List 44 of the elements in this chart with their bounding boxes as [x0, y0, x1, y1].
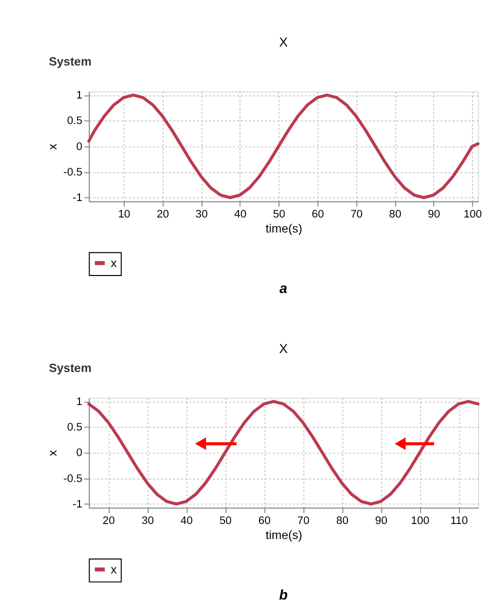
y-tick-label: 1	[76, 396, 82, 408]
y-axis-title: x	[45, 144, 60, 150]
line-series	[87, 400, 480, 506]
x-tick-label: 10	[118, 208, 130, 221]
y-tick-label: -1	[72, 192, 82, 204]
y-tick-label: -0.5	[63, 166, 82, 178]
chart-title: X	[279, 340, 288, 356]
x-axis-title: time(s)	[266, 222, 302, 236]
legend-label: x	[110, 256, 117, 270]
x-tick-label: 90	[375, 515, 388, 528]
y-tick-label: 0.5	[67, 115, 82, 128]
x-tick-label: 30	[196, 208, 208, 221]
x-tick-label: 90	[428, 208, 440, 221]
x-tick-label: 20	[102, 515, 115, 528]
x-tick-label: 110	[450, 515, 468, 528]
x-tick-label: 40	[180, 515, 193, 528]
x-tick-label: 20	[156, 208, 170, 221]
x-tick-label: 70	[350, 208, 363, 221]
x-tick-label: 50	[272, 208, 286, 221]
y-tick-label: -1	[72, 498, 82, 510]
y-tick-label: 1	[76, 90, 82, 102]
text: System	[48, 54, 92, 68]
text: a	[280, 280, 288, 296]
x-tick-label: 80	[336, 515, 348, 528]
line-series	[87, 94, 480, 200]
x-tick-label: 60	[258, 515, 271, 528]
x-tick-label: 50	[219, 515, 232, 528]
chart-title: X	[279, 34, 288, 50]
x-tick-label: 60	[312, 208, 324, 221]
y-tick-label: 0.5	[67, 422, 82, 434]
y-axis-title: x	[45, 450, 60, 456]
x-tick-label: 30	[142, 515, 154, 528]
legend-label: x	[110, 562, 117, 576]
x-axis-title: time(s)	[266, 528, 302, 542]
y-tick-label: 0	[76, 140, 82, 153]
x-tick-label: 100	[464, 208, 482, 221]
x-tick-label: 80	[389, 208, 402, 221]
text: System	[48, 360, 92, 375]
x-tick-label: 100	[410, 515, 430, 528]
y-tick-label: -0.5	[63, 472, 82, 485]
x-tick-label: 70	[297, 515, 310, 528]
y-tick-label: 0	[76, 447, 82, 460]
x-tick-label: 40	[234, 208, 246, 221]
text: b	[279, 586, 288, 600]
